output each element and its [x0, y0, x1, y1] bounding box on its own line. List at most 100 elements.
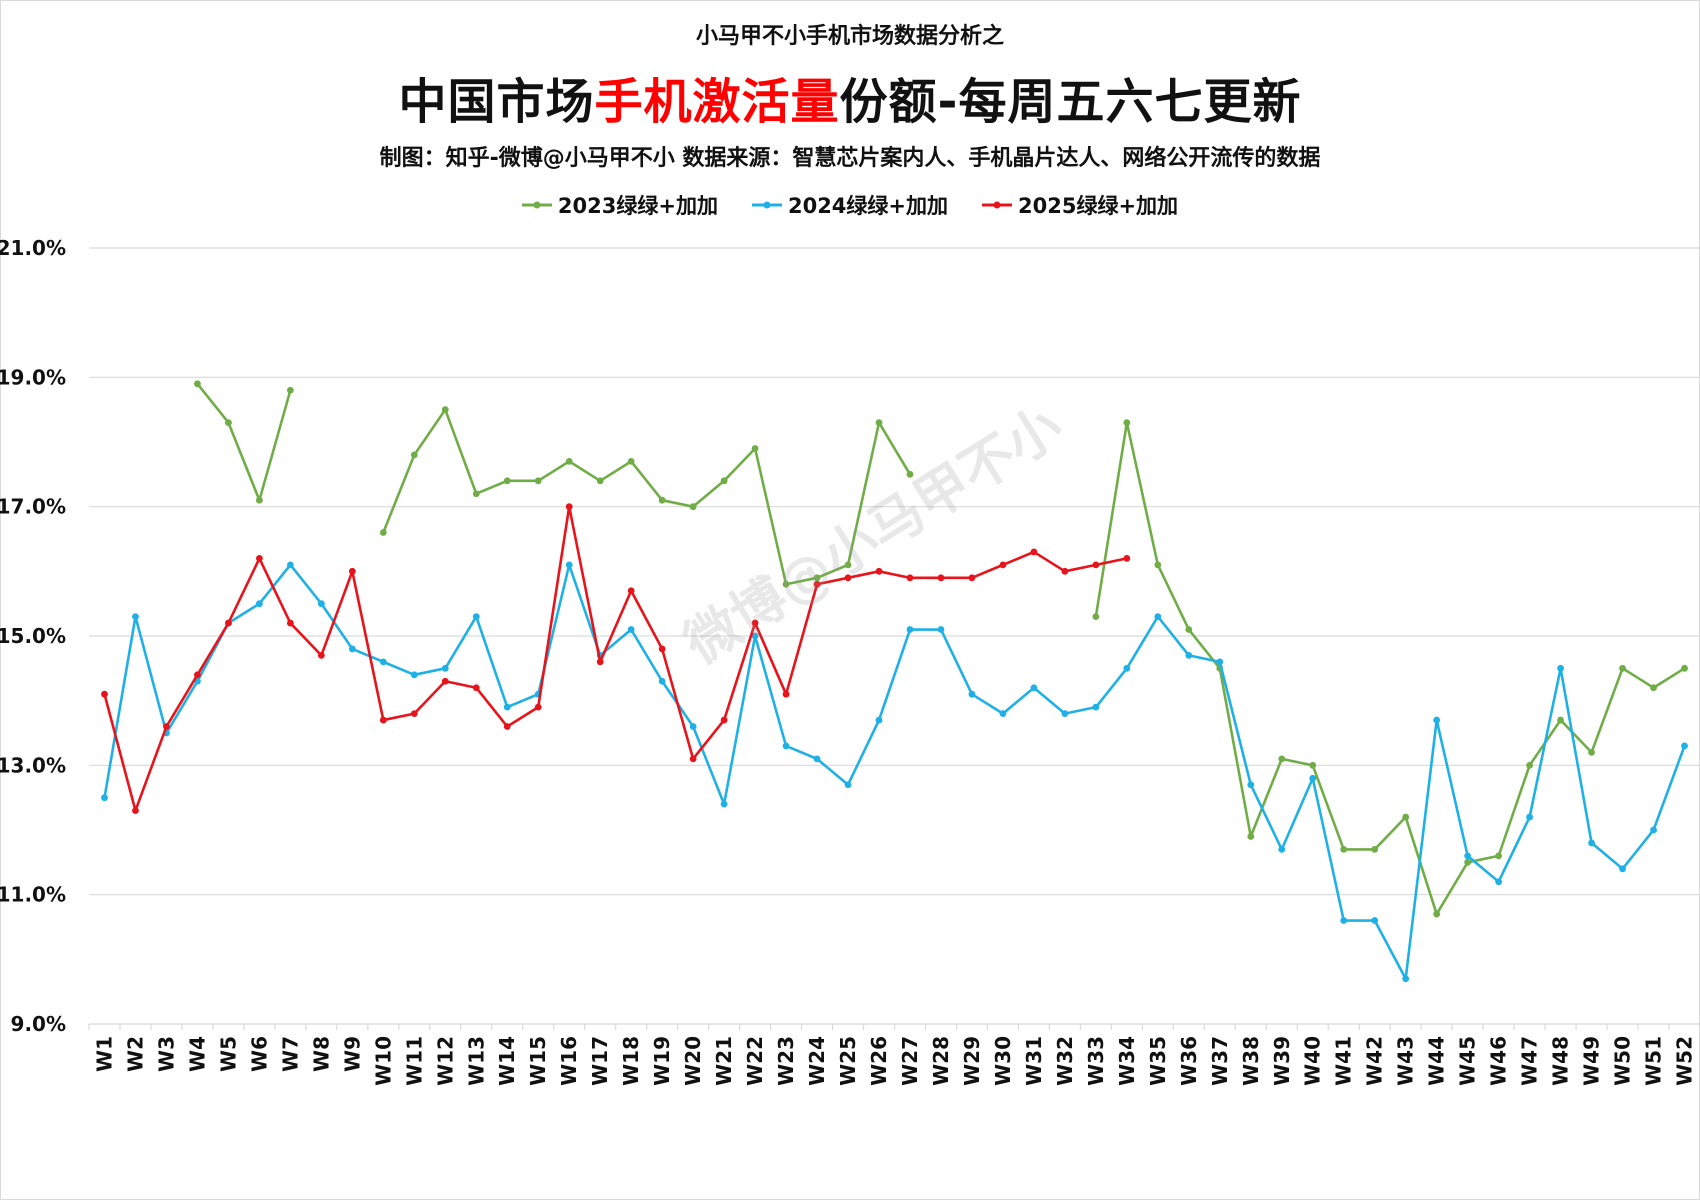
data-point[interactable] [1309, 774, 1317, 782]
data-point[interactable] [1588, 749, 1595, 756]
data-point[interactable] [875, 567, 883, 575]
data-point[interactable] [565, 458, 573, 465]
data-point[interactable] [503, 723, 511, 730]
data-point[interactable] [1030, 548, 1038, 556]
data-point[interactable] [163, 723, 170, 730]
data-point[interactable] [782, 742, 790, 750]
data-point[interactable] [255, 555, 263, 562]
data-point[interactable] [1092, 561, 1100, 569]
data-point[interactable] [1185, 626, 1193, 633]
data-point[interactable] [1495, 878, 1503, 886]
data-point[interactable] [1371, 917, 1379, 924]
data-point[interactable] [441, 664, 449, 672]
data-point[interactable] [813, 755, 821, 763]
data-point[interactable] [720, 477, 728, 485]
data-point[interactable] [225, 419, 232, 426]
legend-item-2024[interactable]: 2024绿绿+加加 [751, 190, 948, 220]
data-point[interactable] [1650, 684, 1657, 692]
data-point[interactable] [255, 600, 263, 608]
data-point[interactable] [906, 626, 914, 633]
data-point[interactable] [132, 807, 139, 814]
data-point[interactable] [1092, 613, 1100, 620]
data-point[interactable] [1185, 652, 1193, 659]
data-point[interactable] [503, 477, 511, 485]
data-point[interactable] [132, 613, 139, 620]
data-point[interactable] [782, 580, 790, 588]
data-point[interactable] [379, 716, 387, 724]
data-point[interactable] [472, 613, 480, 620]
data-point[interactable] [906, 470, 914, 478]
data-point[interactable] [534, 703, 542, 711]
data-point[interactable] [937, 626, 945, 633]
data-point[interactable] [1216, 658, 1224, 666]
data-point[interactable] [627, 587, 635, 595]
data-point[interactable] [1154, 613, 1162, 620]
data-point[interactable] [286, 619, 294, 627]
data-point[interactable] [101, 690, 108, 698]
data-point[interactable] [1123, 555, 1131, 562]
data-point[interactable] [1495, 852, 1503, 860]
data-point[interactable] [472, 490, 480, 498]
data-point[interactable] [255, 496, 263, 504]
data-point[interactable] [1681, 742, 1688, 750]
data-point[interactable] [1619, 865, 1626, 873]
data-point[interactable] [906, 574, 914, 582]
data-point[interactable] [1557, 664, 1564, 672]
data-point[interactable] [565, 561, 573, 569]
data-point[interactable] [1650, 826, 1657, 834]
data-point[interactable] [348, 645, 356, 653]
data-point[interactable] [627, 626, 635, 633]
data-point[interactable] [410, 671, 418, 679]
legend-item-2025[interactable]: 2025绿绿+加加 [982, 190, 1178, 220]
data-point[interactable] [1681, 664, 1688, 672]
data-point[interactable] [627, 458, 635, 465]
data-point[interactable] [937, 574, 945, 582]
data-point[interactable] [1247, 781, 1255, 789]
data-point[interactable] [1402, 813, 1410, 821]
data-point[interactable] [1061, 567, 1069, 575]
data-point[interactable] [441, 406, 449, 414]
data-point[interactable] [1557, 716, 1564, 724]
data-point[interactable] [286, 561, 294, 569]
data-point[interactable] [317, 600, 325, 608]
data-point[interactable] [1619, 664, 1626, 672]
data-point[interactable] [348, 567, 356, 575]
data-point[interactable] [813, 574, 821, 582]
data-point[interactable] [658, 645, 666, 653]
data-point[interactable] [844, 781, 852, 789]
data-point[interactable] [534, 477, 542, 485]
data-point[interactable] [1526, 761, 1534, 769]
data-point[interactable] [596, 658, 604, 666]
data-point[interactable] [1061, 710, 1069, 717]
data-point[interactable] [1340, 917, 1348, 924]
data-point[interactable] [689, 503, 697, 511]
data-point[interactable] [720, 716, 728, 724]
data-point[interactable] [410, 710, 418, 717]
data-point[interactable] [565, 503, 573, 511]
data-point[interactable] [999, 561, 1007, 569]
legend-item-2023[interactable]: 2023绿绿+加加 [521, 190, 718, 220]
data-point[interactable] [968, 690, 976, 698]
data-point[interactable] [1278, 755, 1286, 763]
data-point[interactable] [1340, 846, 1348, 853]
data-point[interactable] [1278, 846, 1286, 853]
data-point[interactable] [225, 619, 232, 627]
data-point[interactable] [689, 723, 697, 730]
data-point[interactable] [410, 451, 418, 459]
data-point[interactable] [1464, 852, 1472, 860]
data-point[interactable] [968, 574, 976, 582]
data-point[interactable] [101, 794, 108, 802]
data-point[interactable] [441, 677, 449, 685]
data-point[interactable] [658, 496, 666, 504]
data-point[interactable] [844, 574, 852, 582]
data-point[interactable] [1154, 561, 1162, 569]
data-point[interactable] [379, 529, 387, 536]
data-point[interactable] [1092, 703, 1100, 711]
data-point[interactable] [1123, 664, 1131, 672]
data-point[interactable] [1247, 833, 1255, 840]
data-point[interactable] [1526, 813, 1534, 821]
data-point[interactable] [1433, 716, 1441, 724]
data-point[interactable] [286, 386, 294, 394]
data-point[interactable] [875, 716, 883, 724]
data-point[interactable] [1123, 419, 1131, 426]
